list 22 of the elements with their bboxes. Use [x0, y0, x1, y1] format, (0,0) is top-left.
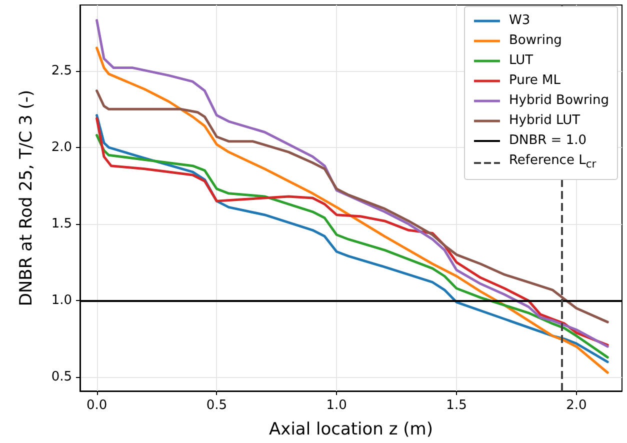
legend-label: Bowring — [508, 32, 562, 50]
legend-label: DNBR = 1.0 — [508, 132, 587, 150]
y-tick-label: 0.5 — [51, 370, 72, 385]
x-tick-label: 1.5 — [446, 398, 467, 413]
x-tick-label: 0.0 — [86, 398, 108, 413]
y-axis-title: DNBR at Rod 25, T/C 3 (-) — [16, 90, 36, 306]
line-series — [96, 90, 609, 324]
x-tick-label: 1.0 — [326, 398, 347, 413]
legend-label: Pure ML — [508, 72, 560, 90]
ref-line-label: Reference L$_{cr}$ — [508, 152, 596, 173]
y-tick-label: 2.5 — [51, 63, 72, 78]
x-tick-label: 2.0 — [566, 398, 587, 413]
legend-label: Hybrid Bowring — [508, 92, 609, 110]
x-tick-label: 0.5 — [206, 398, 228, 413]
y-tick-label: 2.0 — [51, 140, 72, 155]
legend-label: LUT — [508, 52, 534, 70]
y-tick-label: 1.5 — [51, 216, 72, 232]
legend-label: Hybrid LUT — [508, 112, 580, 130]
legend-label: W3 — [508, 12, 530, 30]
y-tick-label: 1.0 — [51, 293, 72, 308]
x-axis-title: Axial location z (m) — [269, 420, 433, 440]
line-series — [96, 46, 609, 374]
